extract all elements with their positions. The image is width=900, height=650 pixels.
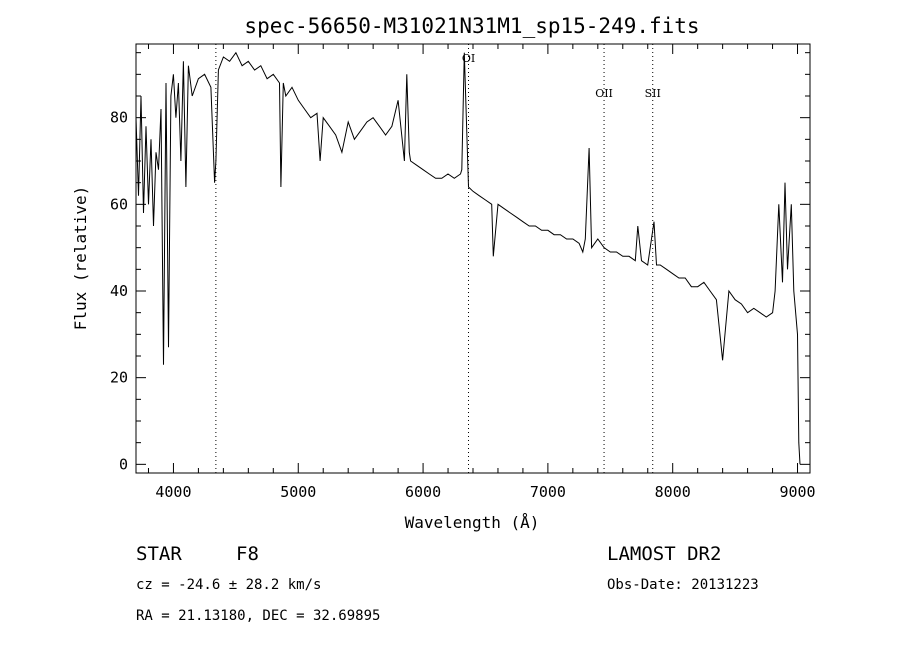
- x-axis-ticks: 4000 5000 6000 7000 8000 9000: [147, 44, 816, 501]
- spectrum-series-line: [135, 51, 801, 465]
- x-tick-label: 6000: [405, 483, 441, 501]
- reference-line-label: OI: [462, 52, 475, 65]
- y-tick-label: 40: [110, 282, 128, 300]
- x-tick-label: 8000: [655, 483, 691, 501]
- object-subclass: F8: [236, 543, 259, 565]
- object-class: STAR: [136, 543, 182, 565]
- reference-lines: OI OII SII: [215, 44, 661, 473]
- y-axis-label: Flux (relative): [71, 186, 90, 331]
- redshift-velocity: cz = -24.6 ± 28.2 km/s: [136, 577, 321, 593]
- reference-line-label: SII: [645, 87, 661, 100]
- survey-name: LAMOST DR2: [607, 543, 721, 565]
- x-tick-label: 4000: [155, 483, 191, 501]
- coordinates: RA = 21.13180, DEC = 32.69895: [136, 608, 380, 624]
- x-tick-label: 5000: [280, 483, 316, 501]
- y-tick-label: 20: [110, 369, 128, 387]
- observation-date: Obs-Date: 20131223: [607, 577, 759, 593]
- y-tick-label: 60: [110, 195, 128, 213]
- y-axis-ticks: 0 20 40 60 80: [110, 52, 810, 473]
- x-tick-label: 7000: [530, 483, 566, 501]
- reference-line-label: OII: [595, 87, 613, 100]
- chart-title: spec-56650-M31021N31M1_sp15-249.fits: [244, 14, 699, 38]
- y-tick-label: 80: [110, 109, 128, 127]
- x-tick-label: 9000: [779, 483, 815, 501]
- x-axis-label: Wavelength (Å): [405, 513, 540, 532]
- y-tick-label: 0: [119, 455, 128, 473]
- plot-frame: [135, 43, 811, 474]
